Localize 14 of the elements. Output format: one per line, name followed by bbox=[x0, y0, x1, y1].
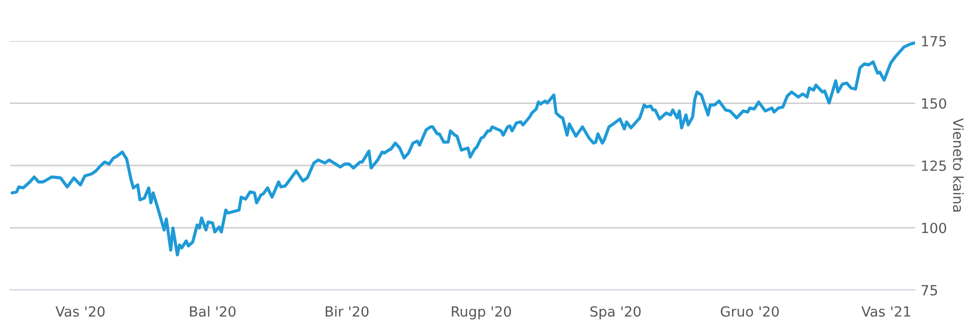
x-tick-label: Spa '20 bbox=[590, 306, 641, 320]
x-tick-label: Vas '21 bbox=[861, 306, 910, 317]
x-tick-label: Bal '20 bbox=[190, 306, 236, 317]
y-tick-label: 125 bbox=[922, 160, 946, 171]
y-tick-label: 75 bbox=[922, 285, 938, 296]
x-tick-label: Rugp '20 bbox=[452, 306, 511, 320]
x-tick-label: Gruo '20 bbox=[720, 306, 779, 317]
y-tick-label: 100 bbox=[922, 222, 946, 234]
y-axis-title: Vieneto kaina bbox=[952, 118, 964, 212]
line-series bbox=[10, 41, 915, 256]
y-tick-label: 175 bbox=[922, 36, 946, 46]
x-tick-label: Vas '20 bbox=[56, 306, 105, 317]
y-tick-label: 150 bbox=[922, 98, 946, 109]
x-tick-label: Bir '20 bbox=[326, 306, 368, 317]
